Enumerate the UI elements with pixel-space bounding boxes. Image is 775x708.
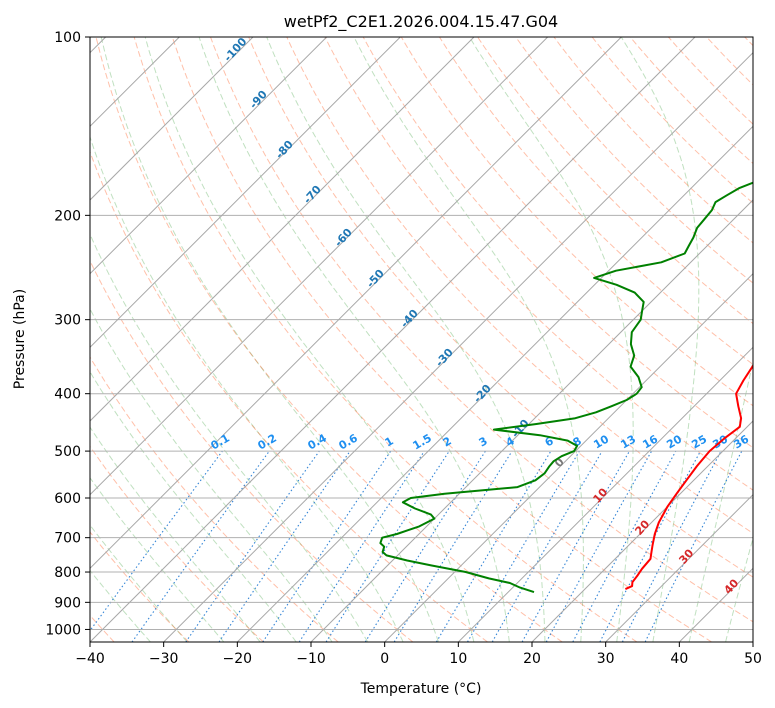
isotherm-gridline — [90, 37, 696, 642]
mixing-ratio-line — [393, 450, 513, 642]
dry-adiabat-line — [515, 37, 753, 284]
dry-adiabat-line — [210, 37, 753, 623]
y-tick-label: 600 — [54, 491, 81, 507]
y-tick-label: 800 — [54, 565, 81, 581]
moist-adiabats — [90, 37, 753, 642]
dry-adiabat-line — [90, 356, 339, 642]
moist-adiabat-line — [90, 370, 297, 642]
mixing-ratio-line — [325, 450, 450, 642]
isobar-gridlines — [90, 37, 753, 630]
temperature-profile — [624, 363, 753, 591]
dry-adiabat-line — [477, 37, 753, 325]
axes-frame — [89, 36, 754, 643]
moist-adiabat-line — [90, 524, 188, 642]
dry-adiabat-line — [133, 37, 638, 642]
mixing-ratio-line — [644, 450, 743, 642]
x-tick-label: −10 — [296, 651, 326, 667]
y-axis-ticks: 100 200 300 400 500 600 700 800 900 1000 — [45, 30, 90, 638]
mixing-ratio-line — [545, 450, 653, 642]
y-tick-label: 1000 — [45, 622, 81, 638]
mixing-ratio-line — [298, 450, 425, 642]
mixing-ratio-line — [131, 450, 270, 642]
x-tick-label: 20 — [523, 651, 541, 667]
dry-adiabat-line — [248, 37, 753, 578]
dry-adiabat-line — [286, 37, 753, 534]
dry-adiabats — [90, 37, 753, 642]
mixing-ratio-line — [90, 450, 223, 632]
moist-adiabat-line — [620, 37, 700, 642]
dry-adiabat-line — [591, 37, 753, 204]
dry-adiabat-line — [553, 37, 753, 244]
isotherm-gridline — [90, 37, 328, 275]
y-tick-label: 200 — [54, 208, 81, 224]
moist-adiabat-line — [353, 37, 584, 642]
isotherm-gridline — [531, 420, 753, 642]
x-tick-label: 10 — [449, 651, 467, 667]
isotherm-gridline — [90, 37, 475, 422]
sounding-profiles — [379, 181, 753, 594]
isotherm-gridline — [236, 125, 753, 642]
chart-title: wetPf2_C2E1.2026.004.15.47.G04 — [284, 12, 558, 32]
dry-adiabat-line — [95, 37, 563, 642]
x-tick-label: 0 — [380, 651, 389, 667]
moist-adiabat-line — [198, 37, 510, 642]
y-tick-label: 500 — [54, 444, 81, 460]
y-tick-label: 700 — [54, 531, 81, 547]
dry-adiabat-line — [90, 150, 488, 642]
isotherm-gridline — [90, 37, 622, 570]
moist-adiabat-line — [90, 569, 151, 642]
y-tick-label: 900 — [54, 595, 81, 611]
moist-adiabat-line — [144, 37, 475, 642]
moist-adiabat-line — [90, 426, 261, 642]
isotherm-gridline — [90, 37, 549, 496]
mixing-ratio-line — [185, 450, 320, 642]
moist-adiabat-line — [688, 358, 753, 642]
x-axis-label: Temperature (°C) — [360, 681, 482, 697]
isotherm-gridline — [605, 493, 753, 642]
x-tick-label: 40 — [670, 651, 688, 667]
x-tick-label: −40 — [75, 651, 105, 667]
mixing-ratio-line — [521, 450, 630, 642]
mixing-ratio-lines — [90, 450, 743, 642]
x-tick-label: 30 — [597, 651, 615, 667]
isotherm-gridline — [90, 37, 254, 201]
dry-adiabat-line — [171, 37, 712, 642]
moist-adiabat-line — [90, 135, 404, 642]
y-axis-label: Pressure (hPa) — [12, 289, 28, 389]
mixing-ratio-line — [262, 450, 392, 642]
isotherm-gridline — [90, 37, 401, 349]
x-axis-ticks: −40 −30 −20 −10 0 10 20 30 40 50 — [75, 642, 762, 667]
y-tick-label: 400 — [54, 387, 81, 403]
x-tick-label: −30 — [149, 651, 179, 667]
y-tick-label: 100 — [54, 30, 81, 46]
mixing-ratio-line — [218, 450, 351, 642]
dewpoint-profile — [379, 181, 753, 594]
moist-adiabat-line — [100, 37, 439, 642]
moist-adiabat-line — [90, 476, 225, 642]
y-tick-label: 300 — [54, 313, 81, 329]
isotherm-gridlines — [90, 37, 753, 642]
x-tick-label: −20 — [223, 651, 253, 667]
dry-adiabat-line — [90, 531, 190, 642]
isotherm-gridline — [310, 199, 753, 642]
moist-adiabat-line — [90, 232, 369, 642]
isotherm-gridline — [384, 272, 753, 642]
dry-adiabat-line — [90, 259, 414, 642]
moist-adiabat-line — [266, 37, 546, 642]
mixing-ratio-line — [572, 450, 677, 642]
dry-adiabat-line — [400, 37, 753, 407]
isotherm-gridline — [163, 51, 753, 642]
x-tick-label: 50 — [744, 651, 762, 667]
dry-adiabat-line — [629, 37, 753, 165]
plot-area: -100-90-80-70-60-50-40-30-20-10010203040… — [90, 37, 753, 642]
isotherm-gridline — [457, 346, 753, 642]
dry-adiabat-line — [438, 37, 753, 366]
